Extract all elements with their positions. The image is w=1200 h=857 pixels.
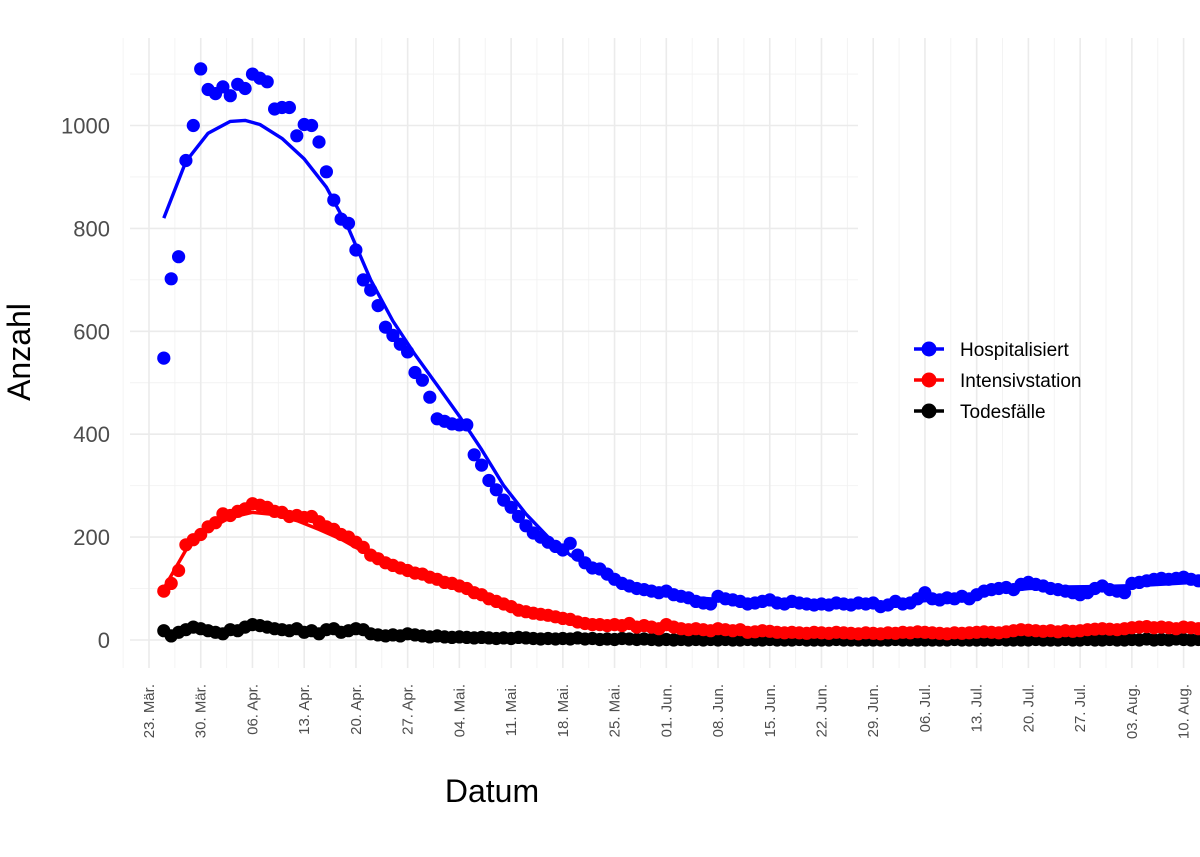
data-point: [460, 418, 474, 432]
x-tick-label: 27. Jul.: [1072, 684, 1089, 732]
data-point: [467, 448, 481, 462]
data-point: [172, 563, 186, 578]
x-tick-label: 22. Jun.: [813, 684, 830, 737]
minor-grid: [122, 38, 1159, 668]
data-point: [349, 243, 363, 257]
data-point: [194, 62, 208, 76]
x-tick-label: 01. Jun.: [658, 684, 675, 737]
x-tick-label: 20. Apr.: [348, 684, 365, 735]
data-point: [475, 458, 489, 472]
y-tick-label: 400: [73, 422, 110, 447]
x-tick-label: 11. Mai.: [503, 684, 520, 736]
legend-marker: [921, 372, 937, 388]
data-point: [164, 272, 178, 286]
data-point: [172, 250, 186, 264]
data-point: [563, 536, 577, 550]
x-tick-label: 06. Apr.: [244, 684, 261, 735]
data-point: [401, 345, 415, 359]
trend-line-2: [162, 510, 1200, 635]
data-point: [238, 81, 252, 96]
data-point: [179, 153, 193, 168]
data-point: [1191, 574, 1200, 588]
legend-label: Intensivstation: [960, 371, 1081, 392]
x-tick-label: 10. Aug.: [1176, 684, 1193, 739]
data-point: [1191, 622, 1200, 636]
data-point: [341, 216, 356, 230]
y-tick-label: 600: [73, 319, 110, 344]
data-point: [305, 118, 319, 133]
data-point: [423, 390, 437, 404]
x-tick-label: 20. Jul.: [1020, 684, 1037, 732]
x-tick-label: 13. Apr.: [296, 684, 313, 735]
x-tick-label: 06. Jul.: [917, 684, 934, 732]
data-point: [223, 89, 237, 103]
legend-label: Hospitalisiert: [960, 340, 1069, 361]
data-point: [364, 283, 378, 297]
data-point: [1191, 632, 1200, 647]
y-axis-ticks: 0 200 400 600 800 1000: [61, 114, 110, 654]
data-point: [511, 509, 526, 524]
x-axis-title: Datum: [445, 773, 539, 809]
x-tick-label: 15. Jun.: [762, 684, 779, 737]
data-point: [260, 75, 274, 89]
legend: Hospitalisiert Intensivstation Todesfälle: [914, 340, 1081, 423]
data-point: [319, 165, 333, 179]
x-tick-label: 30. Mär.: [193, 684, 210, 738]
data-point: [371, 299, 385, 313]
data-point: [208, 516, 223, 530]
x-tick-label: 04. Mai.: [451, 684, 468, 737]
data-point: [216, 80, 230, 94]
data-point: [164, 576, 178, 591]
x-tick-label: 27. Apr.: [400, 684, 417, 735]
data-point: [1117, 586, 1132, 600]
y-tick-label: 0: [98, 628, 110, 653]
data-point: [504, 500, 518, 514]
x-tick-label: 29. Jun.: [865, 684, 882, 737]
data-point: [157, 351, 171, 365]
x-tick-label: 03. Aug.: [1124, 684, 1141, 739]
data-points: [157, 62, 1200, 647]
data-point: [386, 328, 400, 342]
legend-marker: [921, 403, 937, 419]
data-point: [327, 193, 341, 207]
x-tick-label: 23. Mär.: [141, 684, 158, 738]
x-tick-label: 25. Mai.: [607, 684, 624, 737]
data-point: [482, 473, 496, 488]
data-point: [290, 129, 304, 143]
data-point: [356, 273, 370, 287]
data-point: [282, 100, 296, 115]
y-axis-title: Anzahl: [1, 303, 37, 401]
x-tick-label: 18. Mai.: [555, 684, 572, 737]
x-axis-ticks: 23. Mär. 30. Mär. 06. Apr. 13. Apr. 20. Apr.…: [141, 684, 1193, 739]
x-tick-label: 08. Jun.: [710, 684, 727, 737]
data-point: [312, 135, 326, 149]
y-tick-label: 1000: [61, 114, 110, 139]
x-tick-label: 13. Jul.: [969, 684, 986, 732]
legend-marker: [921, 341, 937, 357]
data-point: [415, 373, 429, 387]
major-grid: [130, 38, 1185, 668]
data-point: [186, 118, 200, 133]
y-tick-label: 200: [73, 525, 110, 550]
legend-label: Todesfälle: [960, 402, 1046, 423]
data-point: [489, 483, 503, 497]
y-tick-label: 800: [73, 216, 110, 241]
